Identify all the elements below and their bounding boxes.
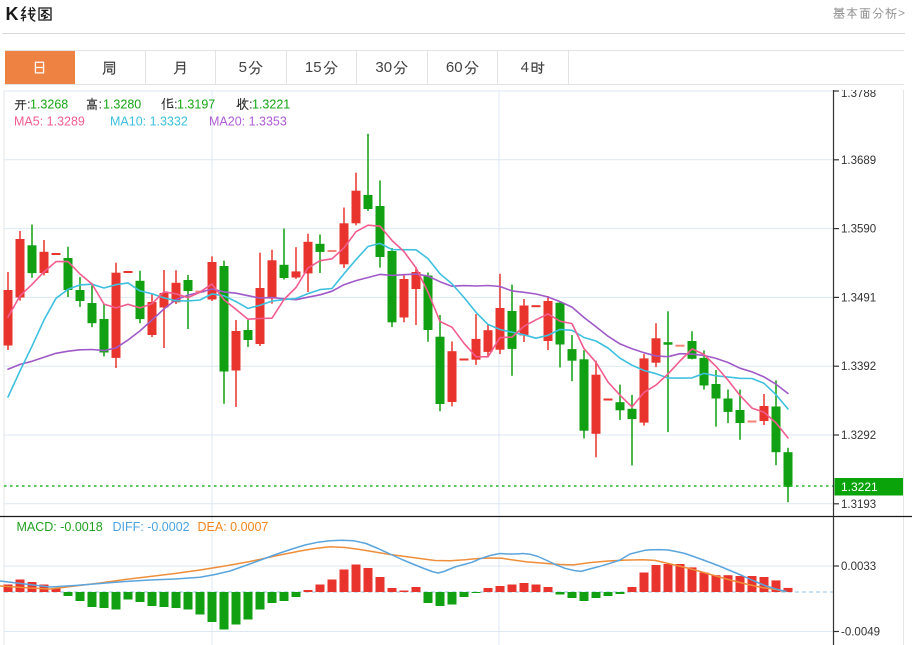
svg-text:1.3689: 1.3689 bbox=[841, 155, 876, 167]
svg-text:1.3193: 1.3193 bbox=[841, 499, 876, 511]
svg-text:1.3221: 1.3221 bbox=[841, 480, 878, 494]
svg-text:1.3221: 1.3221 bbox=[252, 98, 290, 112]
svg-text::: : bbox=[249, 97, 253, 112]
svg-text:1.3268: 1.3268 bbox=[30, 98, 68, 112]
svg-text:1.3788: 1.3788 bbox=[841, 90, 876, 100]
svg-text::: : bbox=[27, 97, 31, 112]
svg-text:1.3197: 1.3197 bbox=[177, 98, 215, 112]
svg-text::: : bbox=[99, 97, 103, 112]
svg-text:1.3280: 1.3280 bbox=[103, 98, 141, 112]
svg-text:0.0033: 0.0033 bbox=[841, 561, 876, 573]
svg-text:1.3491: 1.3491 bbox=[841, 292, 876, 304]
svg-text::: : bbox=[174, 97, 178, 112]
svg-text:-0.0049: -0.0049 bbox=[841, 627, 880, 639]
svg-text:1.3392: 1.3392 bbox=[841, 361, 876, 373]
svg-text:1.3292: 1.3292 bbox=[841, 430, 876, 442]
svg-text:1.3590: 1.3590 bbox=[841, 224, 876, 236]
